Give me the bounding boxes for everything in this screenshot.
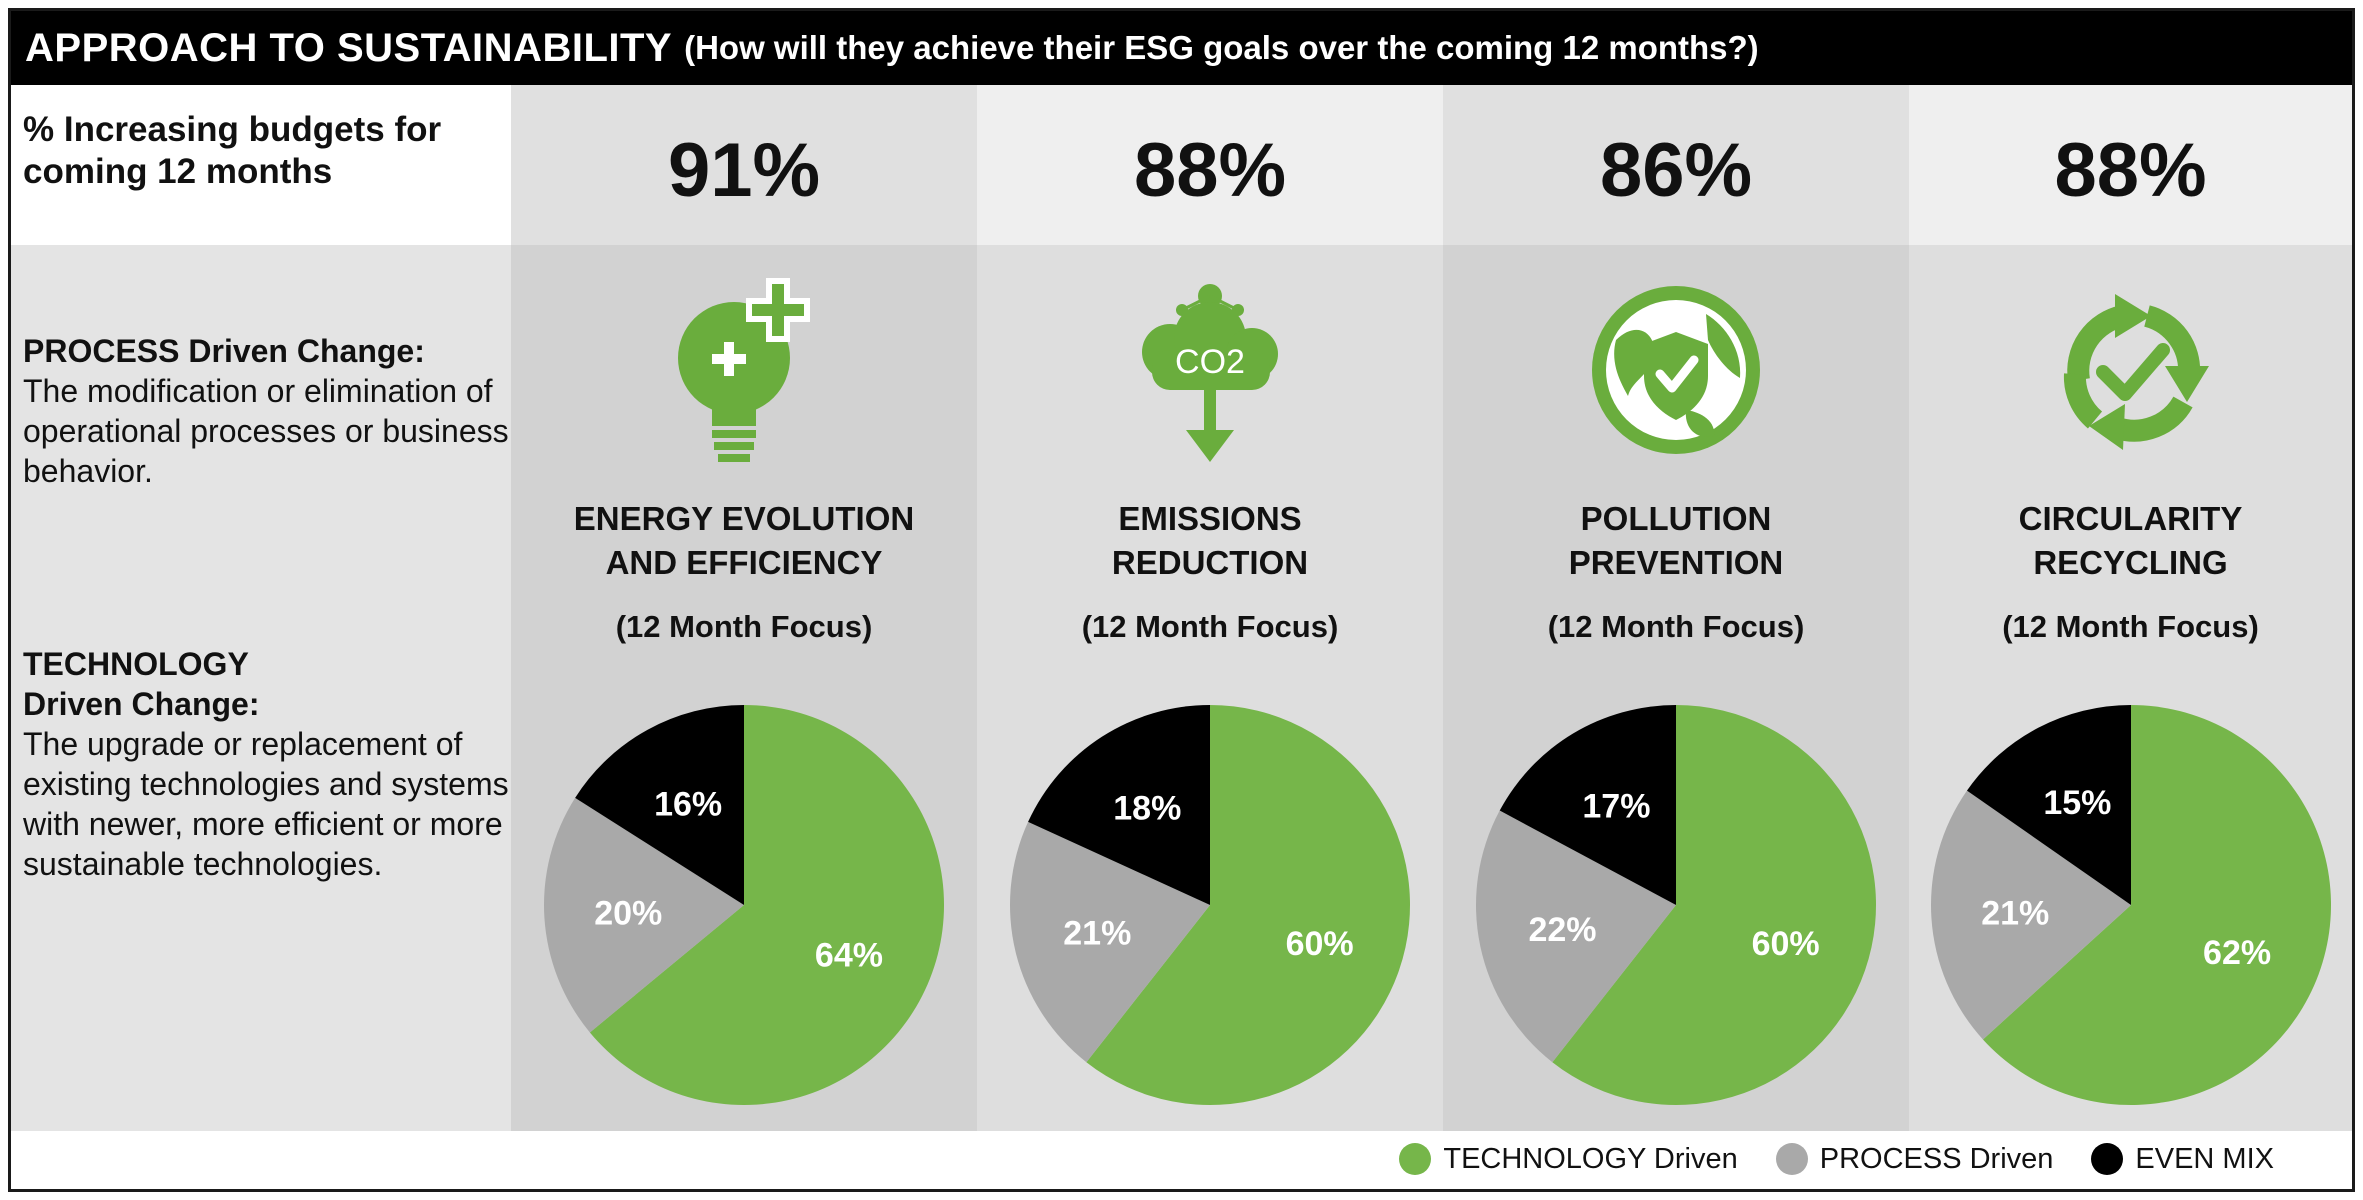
pie-label-process: 20%	[594, 894, 662, 932]
pie-label-technology: 60%	[1752, 925, 1820, 963]
category-name-line-2: RECYCLING	[2033, 544, 2228, 581]
category-column-pollution: 86% POLLUTION PREVENTION (12 Month Focus…	[1443, 85, 1909, 1131]
pie-slice-process	[1009, 821, 1210, 1063]
technology-definition-heading-1: TECHNOLOGY	[23, 646, 249, 682]
pie-chart-energy: 64% 20% 16%	[543, 705, 945, 1105]
legend-item-technology: TECHNOLOGY Driven	[1399, 1142, 1738, 1176]
category-focus: (12 Month Focus)	[2002, 609, 2259, 644]
budget-percent: 88%	[1133, 128, 1287, 213]
pie-chart-emissions: 60% 21% 18%	[1009, 705, 1411, 1105]
pie-slice-even-mix	[1028, 705, 1210, 905]
category-name-line-1: EMISSIONS	[1118, 500, 1302, 537]
pie-label-technology: 64%	[815, 936, 883, 974]
pie-slice-technology	[1552, 705, 1877, 1105]
category-name: POLLUTION PREVENTION	[1443, 497, 1909, 585]
category-focus: (12 Month Focus)	[615, 609, 873, 644]
pie-label-even-mix: 18%	[1113, 789, 1181, 827]
pie-label-process: 22%	[1528, 911, 1596, 949]
budget-percent: 88%	[2054, 128, 2207, 213]
category-focus: (12 Month Focus)	[1547, 609, 1805, 644]
budget-percent: 86%	[1599, 128, 1753, 213]
column-header-bg	[977, 85, 1443, 245]
category-name: EMISSIONS REDUCTION	[977, 497, 1443, 585]
pie-label-process: 21%	[1981, 894, 2049, 932]
pie-slice-technology	[1982, 705, 2331, 1105]
process-definition-text: The modification or elimination of opera…	[23, 373, 509, 489]
pie-slice-technology	[589, 705, 945, 1105]
pie-chart-circularity: 62% 21% 15%	[1930, 705, 2331, 1105]
globe-shield-check-icon	[1592, 286, 1760, 454]
technology-definition-text: The upgrade or replacement of existing t…	[23, 726, 509, 882]
chart-title: APPROACH TO SUSTAINABILITY	[25, 25, 673, 70]
column-header-bg	[1909, 85, 2352, 245]
category-name: CIRCULARITY RECYCLING	[1909, 497, 2352, 585]
category-column-circularity: 88% CIRCULARITY RECYCLING (12 Month Focu…	[1909, 85, 2352, 1131]
pie-slice-even-mix	[1966, 705, 2131, 905]
legend-label-technology: TECHNOLOGY Driven	[1443, 1142, 1738, 1175]
technology-definition-heading-2: Driven Change:	[23, 686, 260, 722]
pie-label-technology: 62%	[2203, 934, 2271, 972]
budget-row-label: % Increasing budgets for coming 12 month…	[23, 110, 442, 191]
category-focus: (12 Month Focus)	[1081, 609, 1339, 644]
category-name-line-2: REDUCTION	[1111, 544, 1309, 581]
left-body-bg	[11, 245, 511, 1131]
pie-slice-process	[1930, 790, 2131, 1040]
category-name-line-2: AND EFFICIENCY	[605, 544, 883, 581]
legend-swatch-process	[1775, 1143, 1808, 1175]
legend-swatch-even-mix	[2091, 1143, 2124, 1175]
pie-chart-pollution: 60% 22% 17%	[1476, 705, 1877, 1105]
budget-percent: 91%	[667, 128, 821, 213]
technology-definition: TECHNOLOGY Driven Change: The upgrade or…	[23, 644, 513, 884]
lightbulb-plus-icon	[678, 278, 810, 462]
legend-label-process: PROCESS Driven	[1819, 1142, 2054, 1175]
pie-slice-technology	[1086, 705, 1411, 1105]
legend-swatch-technology	[1399, 1143, 1432, 1175]
pie-label-technology: 60%	[1286, 925, 1354, 963]
legend-label-even-mix: EVEN MIX	[2135, 1142, 2274, 1175]
pie-label-process: 21%	[1063, 914, 1131, 952]
category-name-line-1: CIRCULARITY	[2018, 500, 2243, 537]
pie-slice-even-mix	[1499, 705, 1676, 905]
column-header-bg	[1443, 85, 1909, 245]
category-column-energy: 91% ENERGY EVOLUTION AND EFFICIENCY (12 …	[511, 85, 977, 1131]
category-name-line-2: PREVENTION	[1568, 544, 1784, 581]
pie-slice-process	[543, 797, 744, 1033]
title-bar: APPROACH TO SUSTAINABILITY (How will the…	[11, 11, 2352, 85]
legend-item-process: PROCESS Driven	[1775, 1142, 2054, 1176]
pie-slice-process	[1476, 810, 1676, 1063]
left-header-bg	[11, 85, 511, 245]
infographic-frame: APPROACH TO SUSTAINABILITY (How will the…	[8, 8, 2355, 1192]
legend-item-even-mix: EVEN MIX	[2091, 1143, 2274, 1176]
pie-slice-even-mix	[575, 705, 744, 905]
pie-label-even-mix: 17%	[1582, 787, 1650, 825]
category-name: ENERGY EVOLUTION AND EFFICIENCY	[511, 497, 977, 585]
category-column-emissions: 88% CO2 EMISSIONS REDUCTION (12 Month Fo…	[977, 85, 1443, 1131]
pie-label-even-mix: 15%	[2043, 784, 2111, 822]
process-definition-heading: PROCESS Driven Change:	[23, 333, 425, 369]
legend: TECHNOLOGY Driven PROCESS Driven EVEN MI…	[1361, 1137, 2274, 1181]
category-name-line-1: POLLUTION	[1580, 500, 1772, 537]
chart-subtitle: (How will they achieve their ESG goals o…	[684, 29, 1759, 66]
co2-cloud-icon: CO2	[1142, 284, 1278, 462]
pie-label-even-mix: 16%	[654, 785, 722, 823]
co2-text: CO2	[1175, 343, 1245, 381]
recycle-check-icon	[2063, 294, 2209, 450]
category-name-line-1: ENERGY EVOLUTION	[573, 500, 915, 537]
process-definition: PROCESS Driven Change: The modification …	[23, 331, 513, 491]
column-header-bg	[511, 85, 977, 245]
